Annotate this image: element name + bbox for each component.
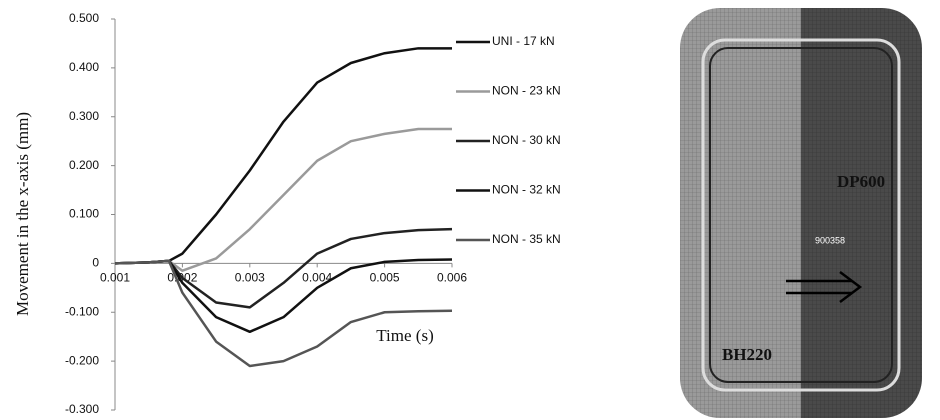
series-line bbox=[115, 129, 452, 271]
legend-label: UNI - 17 kN bbox=[492, 34, 555, 48]
legend-label: NON - 23 kN bbox=[492, 84, 561, 98]
mesh-right bbox=[801, 8, 922, 418]
y-tick-label: 0.200 bbox=[69, 158, 99, 172]
y-tick-label: 0 bbox=[92, 256, 99, 270]
legend-label: NON - 30 kN bbox=[492, 133, 561, 147]
series-line bbox=[115, 261, 452, 366]
x-tick-label: 0.001 bbox=[100, 271, 130, 285]
node-label: 900358 bbox=[815, 235, 845, 245]
y-tick-label: 0.400 bbox=[69, 60, 99, 74]
y-axis-label: Movement in the x-axis (mm) bbox=[13, 112, 32, 316]
material-label: DP600 bbox=[837, 172, 885, 191]
page: Movement in the x-axis (mm) Time (s) DP6… bbox=[0, 0, 940, 420]
y-tick-label: -0.300 bbox=[65, 402, 99, 416]
y-tick-label: 0.300 bbox=[69, 109, 99, 123]
figure: Movement in the x-axis (mm) Time (s) DP6… bbox=[0, 0, 940, 420]
legend-label: NON - 32 kN bbox=[492, 183, 561, 197]
y-tick-label: 0.500 bbox=[69, 11, 99, 25]
mesh-image bbox=[680, 8, 922, 418]
x-tick-label: 0.006 bbox=[437, 271, 467, 285]
series-line bbox=[115, 259, 452, 331]
x-axis-label: Time (s) bbox=[376, 326, 433, 345]
x-tick-label: 0.003 bbox=[235, 271, 265, 285]
y-tick-label: 0.100 bbox=[69, 207, 99, 221]
material-label: BH220 bbox=[722, 345, 772, 364]
legend-label: NON - 35 kN bbox=[492, 232, 561, 246]
x-tick-label: 0.005 bbox=[370, 271, 400, 285]
series-line bbox=[115, 229, 452, 307]
y-tick-label: -0.200 bbox=[65, 353, 99, 367]
y-tick-label: -0.100 bbox=[65, 304, 99, 318]
